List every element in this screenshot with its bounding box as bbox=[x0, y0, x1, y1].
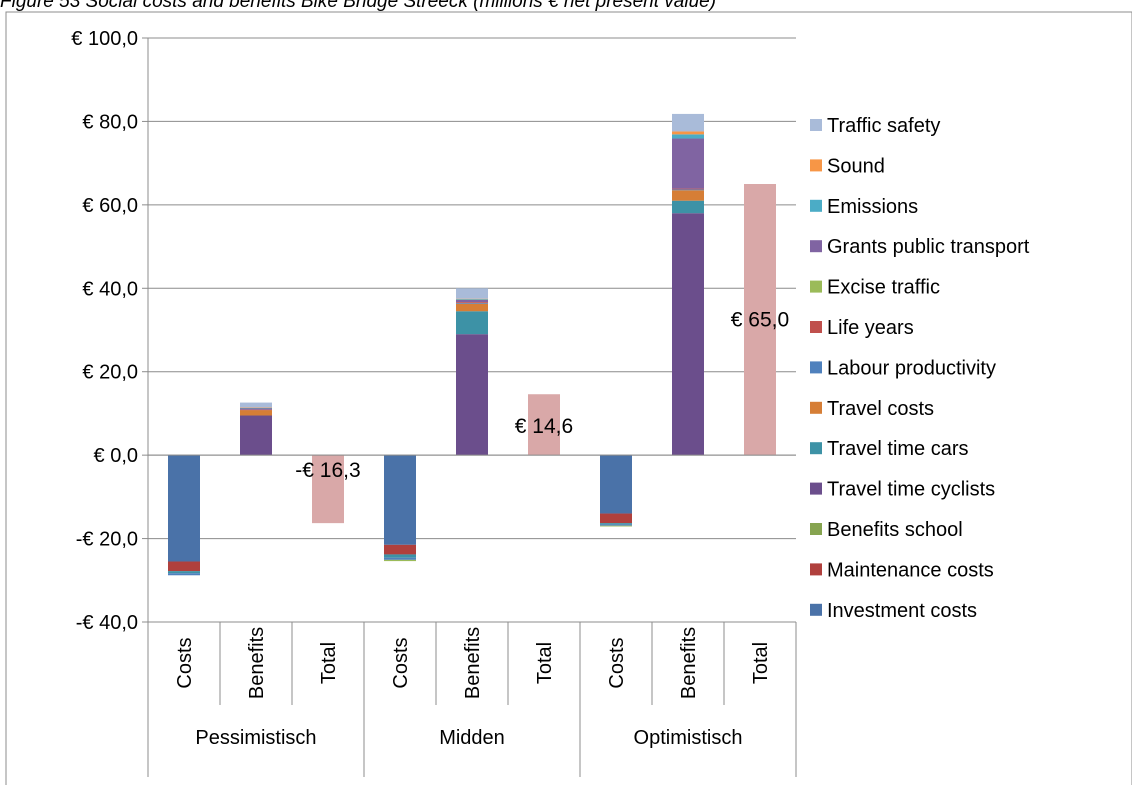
bar-segment bbox=[456, 299, 488, 300]
category-label: Total bbox=[534, 642, 556, 684]
bar-segment bbox=[240, 408, 272, 409]
bar-segment bbox=[240, 403, 272, 408]
legend-swatch bbox=[810, 200, 822, 212]
legend-label: Maintenance costs bbox=[827, 559, 994, 581]
category-label: Benefits bbox=[462, 627, 484, 699]
category-label: Benefits bbox=[246, 627, 268, 699]
legend-swatch bbox=[810, 442, 822, 454]
legend-label: Investment costs bbox=[827, 600, 977, 622]
bar-segment bbox=[384, 455, 416, 545]
bar-segment bbox=[600, 526, 632, 527]
category-label: Total bbox=[318, 642, 340, 684]
bar-segment bbox=[600, 514, 632, 524]
legend-swatch bbox=[810, 119, 822, 131]
y-tick-label: € 60,0 bbox=[82, 195, 138, 217]
bar-segments bbox=[168, 114, 776, 575]
legend-label: Life years bbox=[827, 317, 914, 339]
legend-swatch bbox=[810, 240, 822, 252]
legend-swatch bbox=[810, 563, 822, 575]
total-data-label: € 65,0 bbox=[731, 309, 789, 332]
bar-segment bbox=[672, 139, 704, 189]
legend-label: Labour productivity bbox=[827, 357, 996, 379]
bar-segment bbox=[672, 131, 704, 134]
total-data-label: -€ 16,3 bbox=[295, 459, 360, 482]
legend-swatch bbox=[810, 159, 822, 171]
legend-label: Travel time cars bbox=[827, 438, 969, 460]
legend-swatch bbox=[810, 402, 822, 414]
bar-segment bbox=[600, 524, 632, 525]
bar-segment bbox=[456, 299, 488, 300]
category-label: Benefits bbox=[678, 627, 700, 699]
y-tick-label: -€ 20,0 bbox=[76, 529, 138, 551]
legend-label: Grants public transport bbox=[827, 236, 1030, 258]
bar-segment bbox=[168, 571, 200, 573]
bar-segment bbox=[240, 416, 272, 456]
bar-segment bbox=[456, 334, 488, 455]
bar-segment bbox=[672, 189, 704, 190]
bar-segment bbox=[456, 300, 488, 302]
bar-segment bbox=[456, 311, 488, 334]
legend-label: Emissions bbox=[827, 196, 918, 218]
bar-segment bbox=[384, 560, 416, 561]
bar-segment bbox=[672, 190, 704, 200]
bar-segment bbox=[384, 558, 416, 560]
total-data-label: € 14,6 bbox=[515, 415, 573, 438]
bar-segment bbox=[672, 134, 704, 138]
bar-segment bbox=[672, 189, 704, 190]
bar-segment bbox=[456, 288, 488, 298]
bar-segment bbox=[384, 545, 416, 555]
bar-segment bbox=[240, 410, 272, 411]
category-label: Costs bbox=[390, 637, 412, 688]
category-label: Total bbox=[750, 642, 772, 684]
legend-label: Travel time cyclists bbox=[827, 479, 995, 501]
legend-label: Travel costs bbox=[827, 398, 934, 420]
legend-swatch bbox=[810, 321, 822, 333]
legend-swatch bbox=[810, 604, 822, 616]
bar-segment bbox=[168, 455, 200, 561]
legend-swatch bbox=[810, 483, 822, 495]
legend-swatch bbox=[810, 281, 822, 293]
y-tick-label: -€ 40,0 bbox=[76, 612, 138, 634]
y-tick-label: € 100,0 bbox=[71, 28, 138, 50]
category-label: Costs bbox=[606, 637, 628, 688]
bar-segment bbox=[240, 408, 272, 409]
y-tick-label: € 20,0 bbox=[82, 362, 138, 384]
bar-segment bbox=[672, 213, 704, 455]
bar-segment bbox=[168, 562, 200, 572]
category-label: Costs bbox=[174, 637, 196, 688]
bar-segment bbox=[168, 573, 200, 575]
legend-swatch bbox=[810, 523, 822, 535]
y-tick-label: € 40,0 bbox=[82, 278, 138, 300]
legend-swatch bbox=[810, 361, 822, 373]
bar-segment bbox=[456, 302, 488, 303]
y-tick-label: € 80,0 bbox=[82, 111, 138, 133]
legend: Traffic safety Sound Emissions Grants publi… bbox=[810, 115, 1030, 622]
bar-segment bbox=[456, 303, 488, 304]
bar-segment bbox=[672, 114, 704, 132]
bar-segment bbox=[600, 455, 632, 513]
legend-label: Benefits school bbox=[827, 519, 963, 541]
legend-label: Traffic safety bbox=[827, 115, 940, 137]
y-tick-label: € 0,0 bbox=[94, 445, 138, 467]
legend-label: Excise traffic bbox=[827, 277, 940, 299]
group-label: Midden bbox=[439, 727, 505, 749]
bar-segment bbox=[672, 201, 704, 214]
bar-segment bbox=[384, 554, 416, 557]
group-label: Optimistisch bbox=[634, 727, 743, 749]
legend-label: Sound bbox=[827, 155, 885, 177]
bar-segment bbox=[600, 523, 632, 524]
bar-segment bbox=[456, 304, 488, 312]
bar-segment bbox=[240, 410, 272, 415]
group-label: Pessimistisch bbox=[195, 727, 316, 749]
